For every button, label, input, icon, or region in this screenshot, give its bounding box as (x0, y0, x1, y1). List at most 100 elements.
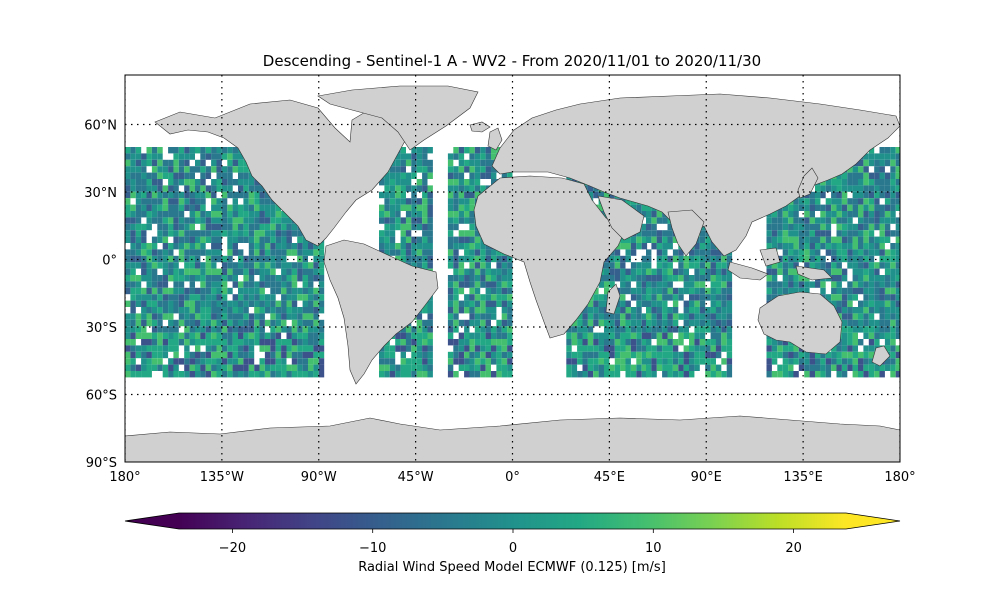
swath-cell (189, 326, 195, 333)
swath-cell (151, 307, 158, 314)
swath-cell (173, 326, 179, 333)
swath-cell (771, 345, 778, 352)
swath-cell (232, 223, 238, 231)
swath-cell (447, 172, 454, 179)
swath-cell (474, 185, 481, 192)
swath-cell (689, 287, 695, 295)
swath-cell (793, 236, 799, 243)
swath-cell (694, 281, 700, 288)
swath-cell (184, 172, 190, 179)
swath-cell (178, 147, 185, 154)
swath-cell (200, 249, 206, 256)
swath-cell (135, 185, 142, 192)
swath-cell (809, 204, 815, 211)
swath-cell (135, 281, 142, 288)
swath-cell (604, 262, 610, 269)
swath-cell (291, 294, 298, 301)
swath-cell (852, 243, 858, 250)
swath-cell (232, 313, 238, 320)
swath-cell (820, 230, 826, 237)
swath-cell (211, 204, 217, 211)
swath-cell (291, 313, 298, 320)
swath-cell (130, 262, 136, 269)
swath-cell (189, 179, 195, 186)
swath-cell (447, 236, 454, 243)
swath-cell (243, 287, 249, 295)
swath-cell (868, 243, 875, 250)
swath-cell (422, 147, 428, 154)
swath-cell (308, 275, 314, 282)
latitude-label: 90°S (86, 456, 117, 471)
swath-cell (863, 268, 869, 275)
swath-cell (232, 351, 238, 359)
swath-cell (868, 339, 875, 346)
swath-cell (178, 223, 185, 231)
swath-cell (858, 358, 864, 365)
longitude-label: 0° (505, 470, 520, 485)
swath-cell (400, 345, 406, 352)
swath-cell (189, 307, 195, 314)
swath-cell (302, 236, 308, 243)
swath-cell (422, 166, 428, 173)
swath-cell (264, 255, 271, 263)
swath-cell (411, 243, 417, 250)
swath-cell (400, 159, 406, 167)
swath-cell (852, 371, 858, 378)
swath-cell (868, 147, 875, 154)
swath-cell (125, 255, 131, 263)
swath-cell (847, 339, 853, 346)
swath-cell (852, 339, 858, 346)
swath-cell (232, 191, 238, 199)
swath-cell (221, 307, 228, 314)
swath-cell (609, 275, 615, 282)
swath-cell (656, 326, 663, 333)
swath-cell (858, 255, 864, 263)
swath-cell (291, 371, 298, 378)
swath-cell (836, 191, 842, 199)
swath-cell (836, 358, 842, 365)
swath-cell (411, 217, 417, 224)
swath-cell (211, 358, 217, 365)
swath-cell (162, 249, 169, 256)
swath-cell (286, 326, 292, 333)
swath-cell (641, 326, 648, 333)
swath-cell (384, 191, 390, 199)
swath-cell (238, 268, 244, 275)
swath-cell (852, 326, 858, 333)
swath-cell (238, 345, 244, 352)
swath-cell (227, 230, 233, 237)
swath-cell (281, 217, 287, 224)
swath-cell (291, 230, 298, 237)
swath-cell (593, 364, 599, 371)
swath-cell (683, 313, 689, 320)
swath-cell (221, 332, 228, 339)
swath-cell (485, 300, 491, 307)
swath-cell (318, 358, 325, 365)
swath-cell (710, 268, 716, 275)
swath-cell (496, 268, 502, 275)
swath-cell (852, 275, 858, 282)
swath-cell (890, 166, 896, 173)
swath-cell (157, 185, 163, 192)
swath-cell (646, 371, 652, 378)
swath-cell (313, 339, 319, 346)
swath-cell (243, 339, 249, 346)
swath-cell (715, 294, 722, 301)
swath-cell (135, 326, 142, 333)
swath-cell (788, 211, 794, 218)
swath-cell (641, 281, 648, 288)
swath-cell (788, 364, 794, 371)
swath-cell (566, 371, 572, 378)
swath-cell (162, 204, 169, 211)
swath-cell (874, 191, 880, 199)
swath-cell (582, 313, 588, 320)
swath-cell (302, 351, 308, 359)
swath-cell (458, 198, 465, 205)
swath-cell (168, 326, 174, 333)
swath-cell (157, 294, 163, 301)
swath-cell (683, 351, 689, 359)
swath-cell (146, 185, 152, 192)
swath-cell (384, 345, 390, 352)
swath-cell (291, 332, 298, 339)
swath-cell (141, 358, 147, 365)
